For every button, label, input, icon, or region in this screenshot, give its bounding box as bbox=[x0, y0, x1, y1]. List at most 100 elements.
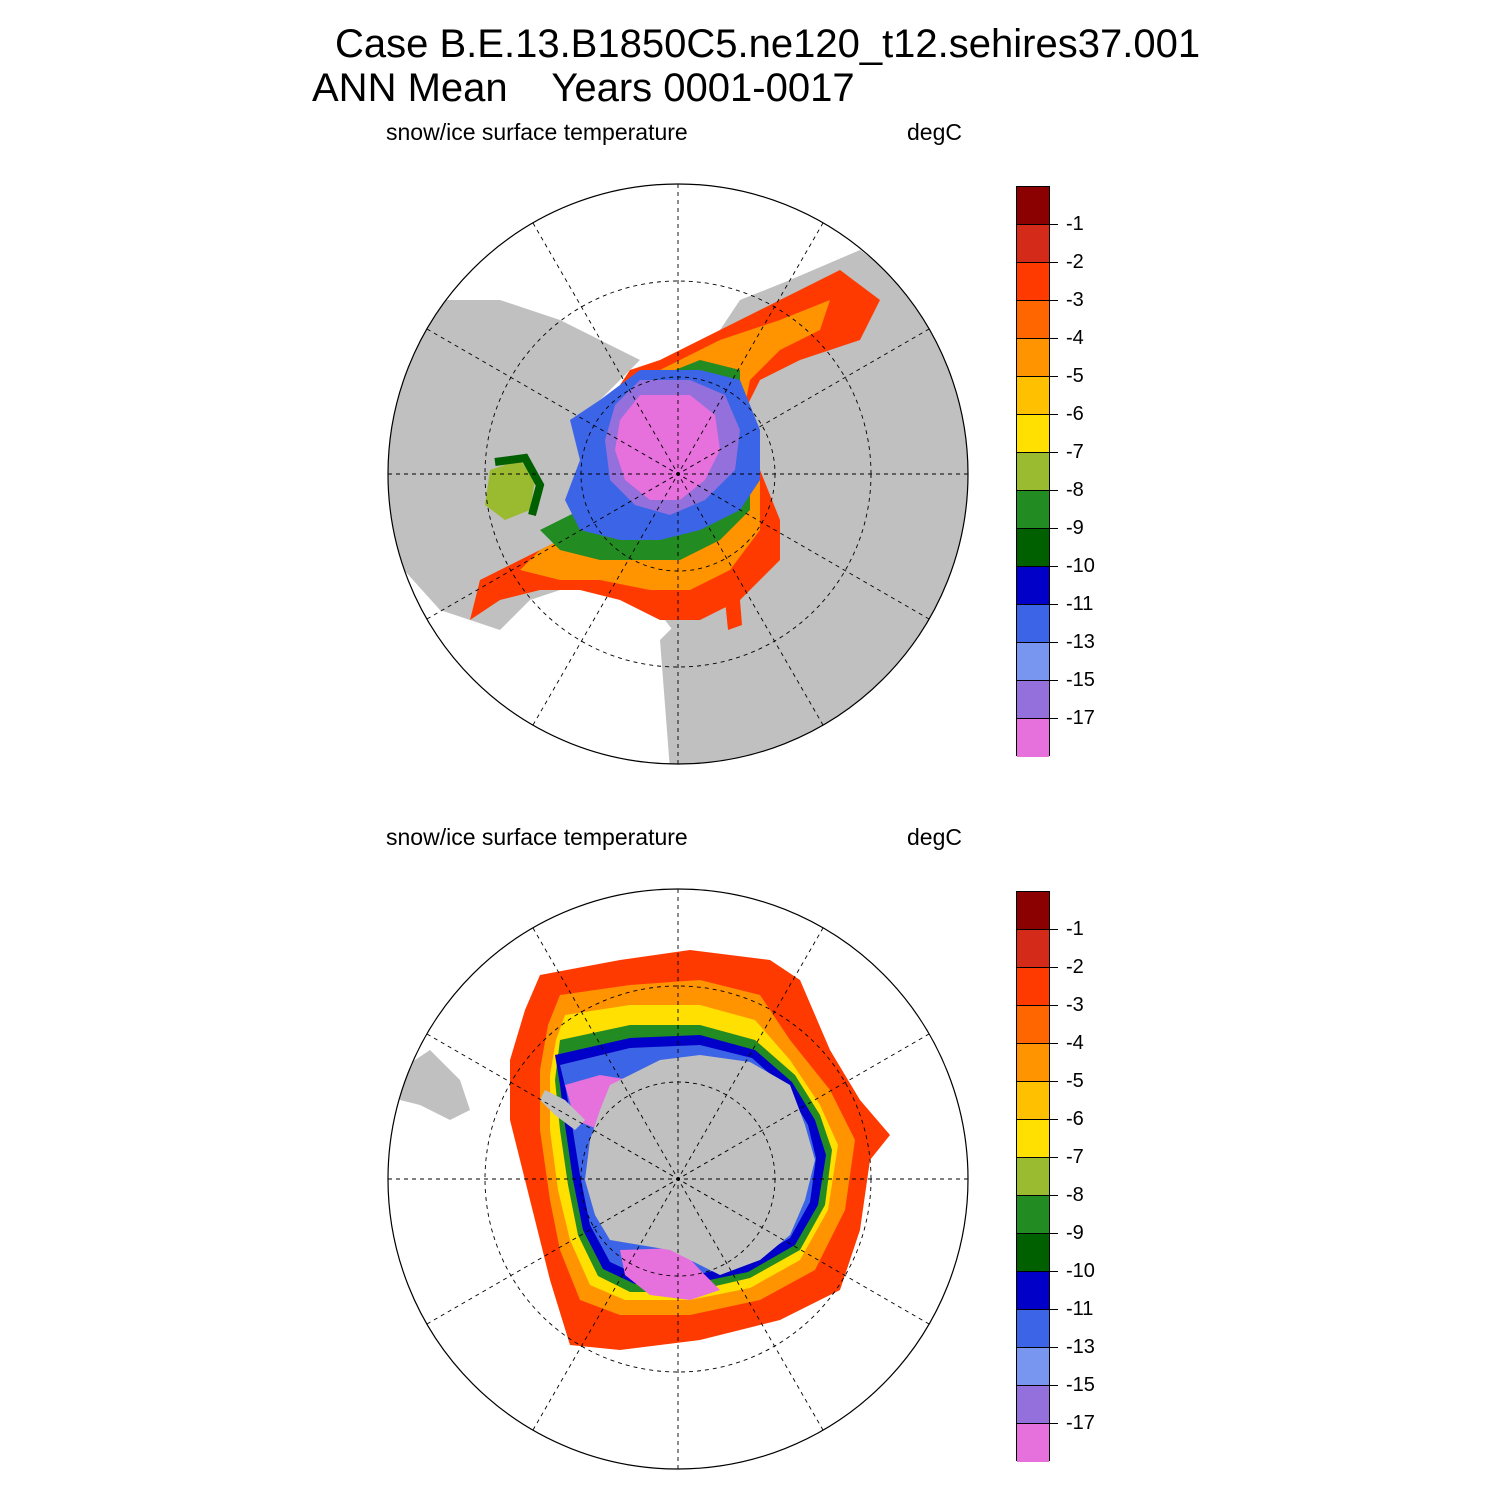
colorbar-label: -1 bbox=[1066, 213, 1084, 235]
colorbar-tick bbox=[1050, 967, 1058, 968]
colorbar-tick bbox=[1050, 376, 1058, 377]
colorbar-tick bbox=[1050, 224, 1058, 225]
hudson-bay-ice-edge bbox=[494, 453, 545, 517]
colorbar-swatch bbox=[1017, 719, 1049, 757]
colorbar-swatch bbox=[1017, 1082, 1049, 1120]
colorbar-label: -6 bbox=[1066, 403, 1084, 425]
colorbar-tick bbox=[1050, 680, 1058, 681]
colorbar-tick bbox=[1050, 490, 1058, 491]
colorbar-swatch bbox=[1017, 1044, 1049, 1082]
colorbar-swatch bbox=[1017, 1386, 1049, 1424]
colorbar-tick bbox=[1050, 262, 1058, 263]
colorbar-label: -2 bbox=[1066, 251, 1084, 273]
colorbar-swatch bbox=[1017, 225, 1049, 263]
colorbar-tick bbox=[1050, 414, 1058, 415]
colorbar-tick bbox=[1050, 1347, 1058, 1348]
colorbar-swatch bbox=[1017, 643, 1049, 681]
colorbar-swatch bbox=[1017, 453, 1049, 491]
colorbar-swatch bbox=[1017, 681, 1049, 719]
colorbar-swatch bbox=[1017, 1424, 1049, 1462]
north-panel-variable: snow/ice surface temperature bbox=[386, 119, 688, 145]
colorbar-swatch bbox=[1017, 301, 1049, 339]
colorbar-swatch bbox=[1017, 930, 1049, 968]
colorbar-tick bbox=[1050, 1157, 1058, 1158]
colorbar-swatch bbox=[1017, 529, 1049, 567]
colorbar-label: -5 bbox=[1066, 365, 1084, 387]
colorbar-label: -11 bbox=[1066, 1298, 1094, 1320]
colorbar-tick bbox=[1050, 452, 1058, 453]
colorbar-label: -10 bbox=[1066, 1260, 1095, 1282]
scandinavia-land bbox=[690, 600, 760, 720]
colorbar-tick bbox=[1050, 718, 1058, 719]
colorbar-swatch bbox=[1017, 605, 1049, 643]
ross-sea-ice bbox=[620, 1248, 720, 1300]
colorbar-label: -3 bbox=[1066, 289, 1084, 311]
antarctic-peninsula bbox=[540, 1090, 585, 1130]
colorbar-swatch bbox=[1017, 1006, 1049, 1044]
colorbar-label: -7 bbox=[1066, 441, 1084, 463]
colorbar-swatch bbox=[1017, 1234, 1049, 1272]
south-panel-units: degC bbox=[907, 824, 962, 850]
colorbar-swatch bbox=[1017, 1272, 1049, 1310]
colorbar-swatch bbox=[1017, 892, 1049, 930]
colorbar-tick bbox=[1050, 1119, 1058, 1120]
colorbar-tick bbox=[1050, 1043, 1058, 1044]
figure-title-case: Case B.E.13.B1850C5.ne120_t12.sehires37.… bbox=[335, 22, 1201, 66]
colorbar-swatches bbox=[1016, 891, 1050, 1462]
colorbar-tick bbox=[1050, 1233, 1058, 1234]
colorbar-tick bbox=[1050, 929, 1058, 930]
colorbar-label: -1 bbox=[1066, 918, 1084, 940]
colorbar-label: -9 bbox=[1066, 1222, 1084, 1244]
colorbar-tick bbox=[1050, 1081, 1058, 1082]
colorbar-tick bbox=[1050, 300, 1058, 301]
colorbar-label: -4 bbox=[1066, 327, 1084, 349]
colorbar-label: -2 bbox=[1066, 956, 1084, 978]
colorbar-swatch bbox=[1017, 377, 1049, 415]
colorbar-label: -17 bbox=[1066, 1412, 1095, 1434]
colorbar-tick bbox=[1050, 642, 1058, 643]
baltic-ice bbox=[725, 600, 742, 630]
south-panel-variable: snow/ice surface temperature bbox=[386, 824, 688, 850]
colorbar-swatch bbox=[1017, 415, 1049, 453]
north-map-border bbox=[387, 183, 969, 765]
colorbar-tick bbox=[1050, 604, 1058, 605]
colorbar-tick bbox=[1050, 1005, 1058, 1006]
colorbar-label: -15 bbox=[1066, 669, 1095, 691]
antarctica-land bbox=[585, 1055, 815, 1275]
colorbar-tick bbox=[1050, 566, 1058, 567]
colorbar-tick bbox=[1050, 1385, 1058, 1386]
colorbar-swatch bbox=[1017, 491, 1049, 529]
colorbar-label: -7 bbox=[1066, 1146, 1084, 1168]
colorbar-swatch bbox=[1017, 1120, 1049, 1158]
colorbar-tick bbox=[1050, 1271, 1058, 1272]
colorbar-label: -13 bbox=[1066, 1336, 1095, 1358]
colorbar-tick bbox=[1050, 1423, 1058, 1424]
colorbar-swatch bbox=[1017, 1310, 1049, 1348]
colorbar-label: -4 bbox=[1066, 1032, 1084, 1054]
figure-title-period: ANN Mean Years 0001-0017 bbox=[312, 66, 855, 110]
colorbar-tick bbox=[1050, 1309, 1058, 1310]
colorbar-label: -3 bbox=[1066, 994, 1084, 1016]
south-america-land bbox=[400, 1050, 470, 1120]
colorbar-label: -5 bbox=[1066, 1070, 1084, 1092]
north-panel-units: degC bbox=[907, 119, 962, 145]
colorbar-label: -8 bbox=[1066, 479, 1084, 501]
colorbar-label: -8 bbox=[1066, 1184, 1084, 1206]
colorbar-label: -13 bbox=[1066, 631, 1095, 653]
colorbar-label: -11 bbox=[1066, 593, 1094, 615]
colorbar-tick bbox=[1050, 1195, 1058, 1196]
south-graticule bbox=[388, 889, 968, 1469]
colorbar-swatch bbox=[1017, 187, 1049, 225]
colorbar-swatch bbox=[1017, 567, 1049, 605]
colorbar-swatch bbox=[1017, 968, 1049, 1006]
colorbar-swatch bbox=[1017, 1348, 1049, 1386]
north-graticule bbox=[388, 184, 968, 764]
colorbar-tick bbox=[1050, 338, 1058, 339]
colorbar-label: -10 bbox=[1066, 555, 1095, 577]
colorbar-label: -9 bbox=[1066, 517, 1084, 539]
colorbar-swatch bbox=[1017, 1196, 1049, 1234]
colorbar-swatches bbox=[1016, 186, 1050, 757]
hudson-bay-ice bbox=[485, 460, 535, 520]
south-polar-map bbox=[387, 888, 969, 1470]
